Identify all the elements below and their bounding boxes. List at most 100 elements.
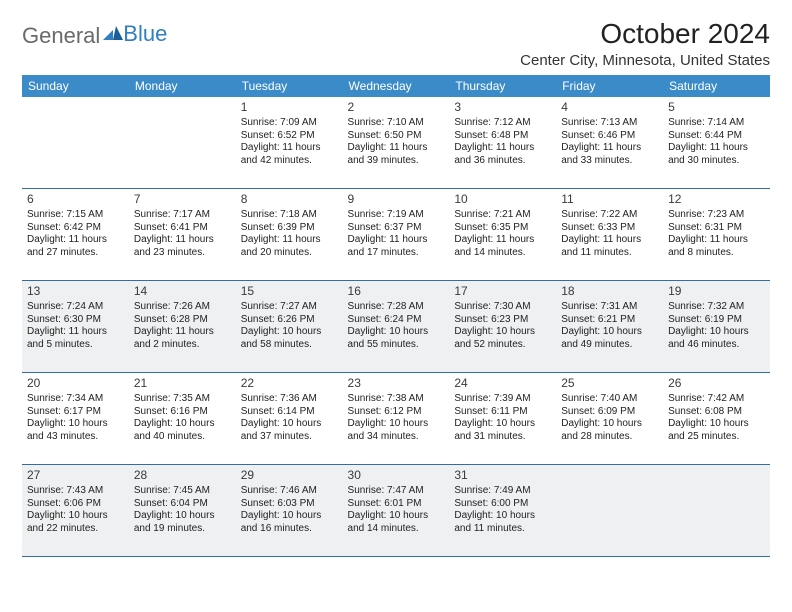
- calendar-day-cell: 3Sunrise: 7:12 AMSunset: 6:48 PMDaylight…: [449, 97, 556, 189]
- calendar-day-cell: 24Sunrise: 7:39 AMSunset: 6:11 PMDayligh…: [449, 373, 556, 465]
- calendar-day-cell: 21Sunrise: 7:35 AMSunset: 6:16 PMDayligh…: [129, 373, 236, 465]
- sunrise-value: Sunrise: 7:21 AM: [454, 209, 551, 222]
- sunrise-value: Sunrise: 7:27 AM: [241, 301, 338, 314]
- sunrise-value: Sunrise: 7:30 AM: [454, 301, 551, 314]
- day-number: 31: [454, 468, 551, 483]
- calendar-day-cell: 29Sunrise: 7:46 AMSunset: 6:03 PMDayligh…: [236, 465, 343, 557]
- calendar-day-cell: 19 Sunrise: 7:32 AMSunset: 6:19 PMDayligh…: [663, 281, 770, 373]
- logo-text-general: General: [22, 23, 100, 49]
- sunset-value: Sunset: 6:04 PM: [134, 498, 231, 511]
- day-number: 21: [134, 376, 231, 391]
- sunset-value: Sunset: 6:12 PM: [348, 406, 445, 419]
- weekday-header: Monday: [129, 75, 236, 97]
- sunset-value: Sunset: 6:11 PM: [454, 406, 551, 419]
- sunset-value: Sunset: 6:50 PM: [348, 130, 445, 143]
- sunset-value: Sunset: 6:44 PM: [668, 130, 765, 143]
- sunset-value: Sunset: 6:23 PM: [454, 314, 551, 327]
- calendar-day-cell: 8Sunrise: 7:18 AMSunset: 6:39 PMDaylight…: [236, 189, 343, 281]
- sunset-value: Sunset: 6:31 PM: [668, 222, 765, 235]
- calendar-week-row: 20Sunrise: 7:34 AMSunset: 6:17 PMDayligh…: [22, 373, 770, 465]
- sunset-value: Sunset: 6:14 PM: [241, 406, 338, 419]
- daylight-value: Daylight: 10 hours and 55 minutes.: [348, 326, 445, 351]
- daylight-value: Daylight: 10 hours and 37 minutes.: [241, 418, 338, 443]
- calendar-day-cell: 15Sunrise: 7:27 AMSunset: 6:26 PMDayligh…: [236, 281, 343, 373]
- sunrise-value: Sunrise: 7:46 AM: [241, 485, 338, 498]
- calendar-day-cell: 4Sunrise: 7:13 AMSunset: 6:46 PMDaylight…: [556, 97, 663, 189]
- day-number: 9: [348, 192, 445, 207]
- sunset-value: Sunset: 6:42 PM: [27, 222, 124, 235]
- day-number: 5: [668, 100, 765, 115]
- weekday-header: Friday: [556, 75, 663, 97]
- sunset-value: Sunset: 6:52 PM: [241, 130, 338, 143]
- sunset-value: Sunset: 6:01 PM: [348, 498, 445, 511]
- sunrise-value: Sunrise: 7:38 AM: [348, 393, 445, 406]
- day-number: 17: [454, 284, 551, 299]
- daylight-value: Daylight: 10 hours and 46 minutes.: [668, 326, 765, 351]
- location: Center City, Minnesota, United States: [520, 52, 770, 69]
- day-number: 14: [134, 284, 231, 299]
- sunset-value: Sunset: 6:26 PM: [241, 314, 338, 327]
- sunrise-value: Sunrise: 7:32 AM: [668, 301, 765, 314]
- day-number: 10: [454, 192, 551, 207]
- day-number: 13: [27, 284, 124, 299]
- sunrise-value: Sunrise: 7:45 AM: [134, 485, 231, 498]
- sunrise-value: Sunrise: 7:22 AM: [561, 209, 658, 222]
- calendar-week-row: 6Sunrise: 7:15 AMSunset: 6:42 PMDaylight…: [22, 189, 770, 281]
- day-number: 3: [454, 100, 551, 115]
- daylight-value: Daylight: 11 hours and 23 minutes.: [134, 234, 231, 259]
- daylight-value: Daylight: 11 hours and 2 minutes.: [134, 326, 231, 351]
- calendar-empty-cell: [663, 465, 770, 557]
- sunset-value: Sunset: 6:19 PM: [668, 314, 765, 327]
- daylight-value: Daylight: 10 hours and 14 minutes.: [348, 510, 445, 535]
- day-number: 1: [241, 100, 338, 115]
- sunrise-value: Sunrise: 7:10 AM: [348, 117, 445, 130]
- calendar-day-cell: 14Sunrise: 7:26 AMSunset: 6:28 PMDayligh…: [129, 281, 236, 373]
- calendar-day-cell: 5Sunrise: 7:14 AMSunset: 6:44 PMDaylight…: [663, 97, 770, 189]
- sunset-value: Sunset: 6:48 PM: [454, 130, 551, 143]
- sunrise-value: Sunrise: 7:19 AM: [348, 209, 445, 222]
- sunset-value: Sunset: 6:24 PM: [348, 314, 445, 327]
- daylight-value: Daylight: 10 hours and 28 minutes.: [561, 418, 658, 443]
- calendar-day-cell: 16Sunrise: 7:28 AMSunset: 6:24 PMDayligh…: [343, 281, 450, 373]
- calendar-day-cell: 28Sunrise: 7:45 AMSunset: 6:04 PMDayligh…: [129, 465, 236, 557]
- sunrise-value: Sunrise: 7:09 AM: [241, 117, 338, 130]
- daylight-value: Daylight: 11 hours and 39 minutes.: [348, 142, 445, 167]
- day-number: 16: [348, 284, 445, 299]
- day-number: 22: [241, 376, 338, 391]
- day-number: 15: [241, 284, 338, 299]
- day-number: 28: [134, 468, 231, 483]
- day-number: 19: [668, 284, 765, 299]
- day-number: 23: [348, 376, 445, 391]
- sunrise-value: Sunrise: 7:23 AM: [668, 209, 765, 222]
- calendar-week-row: 27Sunrise: 7:43 AMSunset: 6:06 PMDayligh…: [22, 465, 770, 557]
- calendar-page: General Blue October 2024 Center City, M…: [0, 0, 792, 557]
- daylight-value: Daylight: 10 hours and 43 minutes.: [27, 418, 124, 443]
- day-number: 24: [454, 376, 551, 391]
- sunrise-value: Sunrise: 7:49 AM: [454, 485, 551, 498]
- day-number: 12: [668, 192, 765, 207]
- month-title: October 2024: [520, 18, 770, 50]
- sunrise-value: Sunrise: 7:14 AM: [668, 117, 765, 130]
- title-block: October 2024 Center City, Minnesota, Uni…: [520, 18, 770, 75]
- daylight-value: Daylight: 11 hours and 11 minutes.: [561, 234, 658, 259]
- sunrise-value: Sunrise: 7:34 AM: [27, 393, 124, 406]
- daylight-value: Daylight: 11 hours and 17 minutes.: [348, 234, 445, 259]
- sunrise-value: Sunrise: 7:18 AM: [241, 209, 338, 222]
- day-number: 25: [561, 376, 658, 391]
- calendar-empty-cell: [129, 97, 236, 189]
- sunset-value: Sunset: 6:37 PM: [348, 222, 445, 235]
- daylight-value: Daylight: 11 hours and 33 minutes.: [561, 142, 658, 167]
- calendar-table: SundayMondayTuesdayWednesdayThursdayFrid…: [22, 75, 770, 557]
- day-number: 6: [27, 192, 124, 207]
- sunset-value: Sunset: 6:00 PM: [454, 498, 551, 511]
- logo-text-blue: Blue: [123, 21, 167, 47]
- sunset-value: Sunset: 6:17 PM: [27, 406, 124, 419]
- daylight-value: Daylight: 10 hours and 49 minutes.: [561, 326, 658, 351]
- daylight-value: Daylight: 10 hours and 16 minutes.: [241, 510, 338, 535]
- daylight-value: Daylight: 11 hours and 5 minutes.: [27, 326, 124, 351]
- calendar-day-cell: 20Sunrise: 7:34 AMSunset: 6:17 PMDayligh…: [22, 373, 129, 465]
- day-number: 26: [668, 376, 765, 391]
- calendar-day-cell: 31Sunrise: 7:49 AMSunset: 6:00 PMDayligh…: [449, 465, 556, 557]
- sunrise-value: Sunrise: 7:43 AM: [27, 485, 124, 498]
- calendar-day-cell: 7Sunrise: 7:17 AMSunset: 6:41 PMDaylight…: [129, 189, 236, 281]
